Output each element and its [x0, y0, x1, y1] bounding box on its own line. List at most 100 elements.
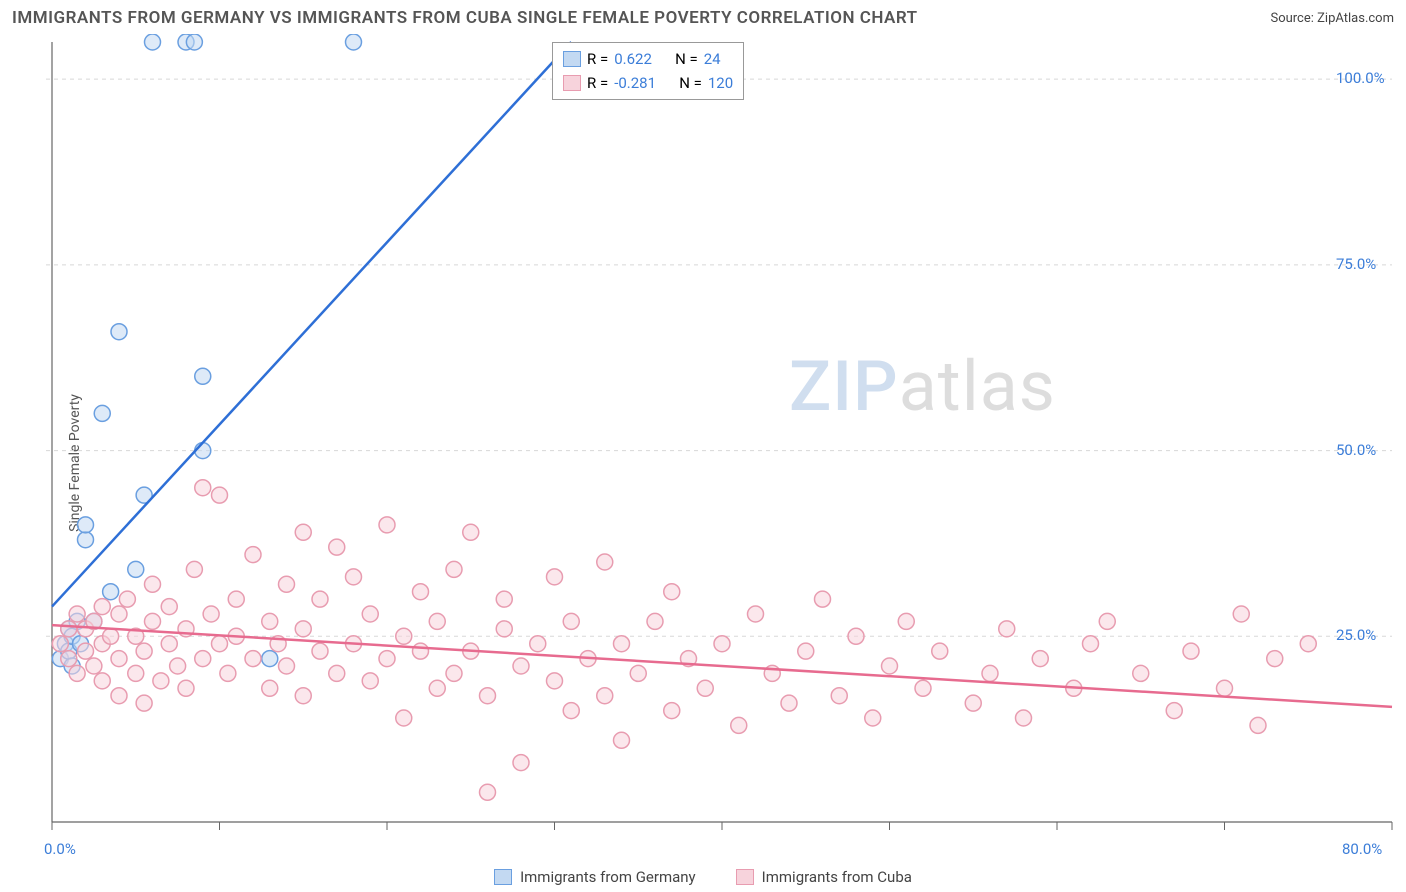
data-point — [748, 606, 764, 622]
data-point — [982, 665, 998, 681]
data-point — [1016, 710, 1032, 726]
data-point — [1099, 613, 1115, 629]
chart-title: IMMIGRANTS FROM GERMANY VS IMMIGRANTS FR… — [12, 8, 918, 28]
data-point — [94, 599, 110, 615]
data-point — [69, 606, 85, 622]
data-point — [1032, 651, 1048, 667]
data-point — [103, 628, 119, 644]
data-point — [664, 703, 680, 719]
data-point — [170, 658, 186, 674]
data-point — [1250, 717, 1266, 733]
data-point — [78, 517, 94, 533]
data-point — [178, 680, 194, 696]
n-value: 120 — [708, 71, 733, 95]
legend-item[interactable]: Immigrants from Germany — [494, 868, 696, 886]
data-point — [61, 621, 77, 637]
data-point — [111, 651, 127, 667]
correlation-row: R = 0.622 N = 24 — [563, 47, 733, 71]
data-point — [136, 695, 152, 711]
data-point — [513, 755, 529, 771]
data-point — [61, 651, 77, 667]
data-point — [463, 524, 479, 540]
data-point — [1133, 665, 1149, 681]
data-point — [153, 673, 169, 689]
data-point — [295, 524, 311, 540]
data-point — [145, 576, 161, 592]
data-point — [446, 665, 462, 681]
data-point — [128, 561, 144, 577]
x-tick-label: 0.0% — [44, 840, 76, 858]
source-link[interactable]: ZipAtlas.com — [1317, 11, 1394, 26]
data-point — [203, 606, 219, 622]
data-point — [714, 636, 730, 652]
series-swatch — [563, 51, 581, 67]
data-point — [697, 680, 713, 696]
legend-label: Immigrants from Cuba — [762, 868, 912, 886]
data-point — [128, 665, 144, 681]
y-tick-label: 50.0% — [1336, 441, 1376, 459]
source-attribution: Source: ZipAtlas.com — [1270, 11, 1394, 26]
data-point — [882, 658, 898, 674]
data-point — [396, 628, 412, 644]
y-tick-label: 25.0% — [1336, 626, 1376, 644]
data-point — [614, 636, 630, 652]
data-point — [362, 606, 378, 622]
data-point — [295, 688, 311, 704]
data-point — [932, 643, 948, 659]
data-point — [496, 621, 512, 637]
data-point — [86, 658, 102, 674]
data-point — [781, 695, 797, 711]
data-point — [212, 636, 228, 652]
source-label: Source: — [1270, 11, 1317, 26]
y-tick-label: 100.0% — [1336, 69, 1385, 87]
data-point — [295, 621, 311, 637]
data-point — [212, 487, 228, 503]
data-point — [195, 651, 211, 667]
chart-area: Single Female Poverty ZIPatlas R = 0.622… — [0, 34, 1406, 892]
data-point — [78, 643, 94, 659]
data-point — [563, 703, 579, 719]
data-point — [362, 673, 378, 689]
data-point — [119, 591, 135, 607]
data-point — [312, 643, 328, 659]
data-point — [480, 688, 496, 704]
data-point — [547, 673, 563, 689]
data-point — [429, 680, 445, 696]
data-point — [103, 584, 119, 600]
data-point — [329, 539, 345, 555]
legend-label: Immigrants from Germany — [520, 868, 696, 886]
data-point — [94, 673, 110, 689]
data-point — [530, 636, 546, 652]
data-point — [346, 34, 362, 50]
data-point — [1183, 643, 1199, 659]
data-point — [597, 554, 613, 570]
data-point — [496, 591, 512, 607]
data-point — [228, 591, 244, 607]
data-point — [513, 658, 529, 674]
series-legend: Immigrants from Germany Immigrants from C… — [0, 868, 1406, 886]
data-point — [145, 34, 161, 50]
data-point — [413, 584, 429, 600]
data-point — [815, 591, 831, 607]
data-point — [480, 784, 496, 800]
data-point — [111, 324, 127, 340]
data-point — [831, 688, 847, 704]
data-point — [798, 643, 814, 659]
data-point — [262, 613, 278, 629]
data-point — [1233, 606, 1249, 622]
data-point — [136, 643, 152, 659]
scatter-chart — [0, 34, 1406, 864]
y-tick-label: 75.0% — [1336, 255, 1376, 273]
legend-swatch — [736, 869, 754, 885]
data-point — [145, 613, 161, 629]
data-point — [848, 628, 864, 644]
title-bar: IMMIGRANTS FROM GERMANY VS IMMIGRANTS FR… — [0, 0, 1406, 32]
data-point — [547, 569, 563, 585]
data-point — [245, 651, 261, 667]
data-point — [111, 688, 127, 704]
data-point — [999, 621, 1015, 637]
data-point — [111, 606, 127, 622]
x-tick-label: 80.0% — [1342, 840, 1382, 858]
data-point — [379, 517, 395, 533]
legend-item[interactable]: Immigrants from Cuba — [736, 868, 912, 886]
